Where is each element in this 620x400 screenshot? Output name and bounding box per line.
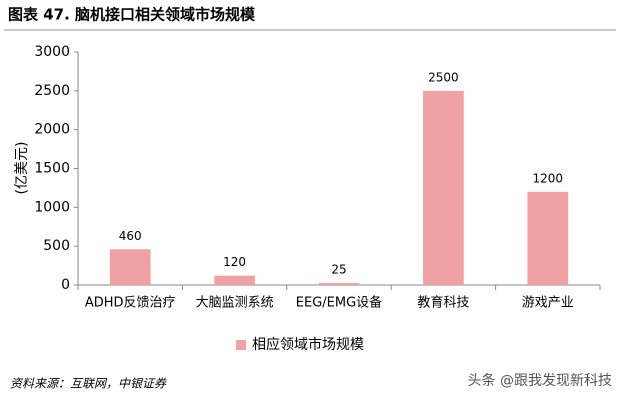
y-tick-label: 3000 [34, 44, 70, 60]
chart-title: 图表 47. 脑机接口相关领域市场规模 [8, 6, 256, 24]
data-label: 460 [119, 229, 142, 243]
legend-swatch [236, 340, 246, 350]
source: 资料来源：互联网，中银证券 [10, 377, 167, 391]
y-tick-label: 1500 [34, 161, 70, 177]
y-tick-label: 0 [61, 277, 70, 293]
y-tick-label: 2500 [34, 83, 70, 99]
watermark: 头条 @跟我发现新科技 [468, 372, 612, 389]
data-label: 120 [223, 255, 246, 269]
bar [214, 275, 255, 285]
bar [109, 249, 151, 285]
bar [527, 191, 569, 285]
data-label: 2500 [428, 70, 459, 84]
y-tick-label: 2000 [34, 122, 70, 138]
x-tick-label: 大脑监测系统 [196, 296, 274, 311]
x-tick-label: 游戏产业 [522, 296, 574, 311]
bar [423, 90, 464, 285]
data-label: 1200 [533, 171, 564, 185]
y-tick-label: 500 [43, 238, 70, 254]
x-tick-label: EEG/EMG设备 [296, 295, 382, 311]
bar [318, 283, 360, 285]
y-axis-label: (亿美元) [14, 142, 30, 195]
legend-label: 相应领域市场规模 [252, 336, 364, 353]
data-label: 25 [331, 263, 346, 277]
x-tick-label: ADHD反馈治疗 [85, 296, 176, 311]
y-tick-label: 1000 [34, 199, 70, 215]
x-tick-label: 教育科技 [417, 295, 469, 311]
